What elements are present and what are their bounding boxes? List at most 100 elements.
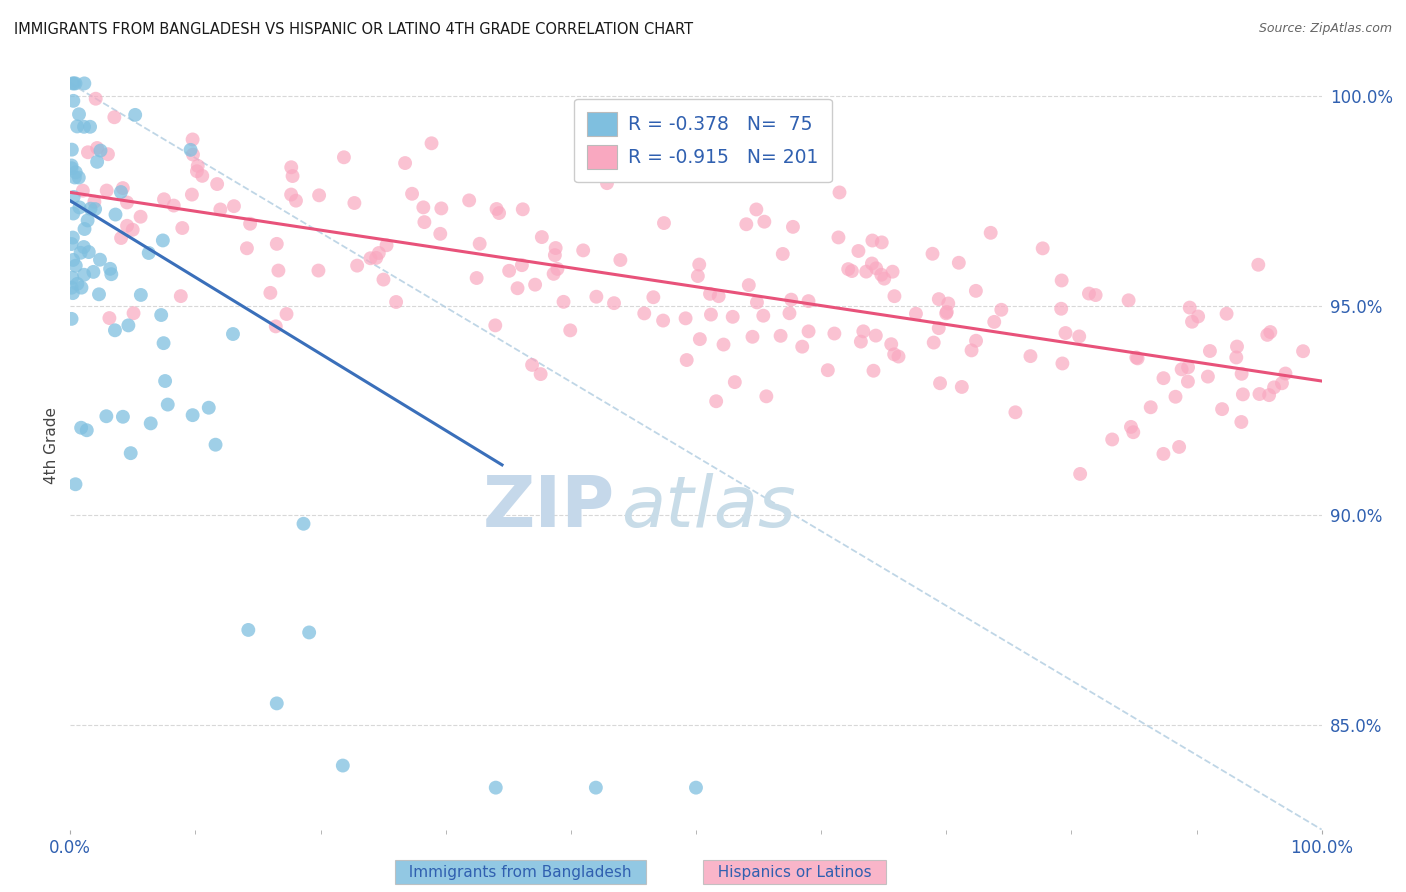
Point	[60, 270, 83, 285]
Point	[111, 181, 134, 195]
Point	[264, 319, 287, 334]
Point	[172, 221, 194, 235]
Text: Immigrants from Bangladesh: Immigrants from Bangladesh	[399, 865, 641, 880]
Point	[485, 202, 508, 216]
Point	[841, 264, 863, 278]
Point	[420, 136, 443, 151]
Point	[138, 246, 160, 260]
Point	[936, 296, 959, 310]
Point	[83, 194, 105, 209]
Point	[332, 758, 354, 772]
Point	[1119, 420, 1142, 434]
Point	[163, 198, 186, 212]
Point	[935, 305, 957, 319]
Point	[73, 120, 96, 134]
Point	[498, 264, 520, 278]
Point	[707, 289, 730, 303]
Point	[121, 223, 143, 237]
Point	[82, 265, 104, 279]
Point	[780, 293, 803, 307]
Point	[643, 290, 665, 304]
Point	[66, 120, 89, 134]
Point	[69, 245, 91, 260]
Point	[97, 147, 120, 161]
Point	[267, 263, 290, 277]
Point	[585, 290, 607, 304]
Point	[1232, 387, 1254, 401]
Point	[63, 170, 86, 185]
Point	[103, 110, 125, 124]
Point	[797, 325, 820, 339]
Point	[205, 177, 228, 191]
Point	[1069, 467, 1091, 481]
Point	[180, 143, 202, 157]
Point	[62, 252, 84, 267]
Point	[1125, 351, 1147, 365]
Point	[77, 245, 100, 260]
Point	[222, 326, 245, 341]
Point	[191, 169, 214, 183]
Text: Source: ZipAtlas.com: Source: ZipAtlas.com	[1258, 22, 1392, 36]
Point	[73, 268, 96, 282]
Point	[488, 206, 510, 220]
Point	[699, 286, 721, 301]
Point	[238, 623, 260, 637]
Point	[904, 307, 927, 321]
Point	[375, 238, 398, 252]
Point	[385, 295, 408, 310]
Point	[950, 380, 973, 394]
Point	[755, 389, 778, 403]
Point	[855, 264, 877, 278]
Point	[965, 334, 987, 348]
Point	[1177, 360, 1199, 375]
Point	[1004, 405, 1026, 419]
Point	[817, 363, 839, 377]
Point	[860, 256, 883, 270]
Point	[60, 237, 83, 252]
Point	[266, 236, 288, 251]
Point	[1187, 310, 1209, 324]
Point	[524, 277, 547, 292]
Point	[152, 234, 174, 248]
Point	[79, 202, 101, 216]
Point	[62, 190, 84, 204]
Text: IMMIGRANTS FROM BANGLADESH VS HISPANIC OR LATINO 4TH GRADE CORRELATION CHART: IMMIGRANTS FROM BANGLADESH VS HISPANIC O…	[14, 22, 693, 37]
Point	[585, 780, 607, 795]
Y-axis label: 4th Grade: 4th Grade	[44, 408, 59, 484]
Point	[96, 184, 118, 198]
Point	[100, 267, 122, 281]
Point	[484, 318, 506, 333]
Point	[77, 145, 100, 160]
Point	[343, 196, 366, 211]
Point	[928, 321, 950, 335]
Point	[308, 188, 330, 202]
Point	[276, 307, 298, 321]
Point	[745, 295, 768, 310]
Point	[852, 324, 875, 338]
Point	[512, 202, 534, 217]
Point	[675, 353, 697, 368]
Point	[983, 315, 1005, 329]
Point	[153, 374, 176, 388]
Point	[827, 230, 849, 244]
Point	[292, 516, 315, 531]
Point	[333, 150, 356, 164]
Point	[152, 336, 174, 351]
Point	[990, 302, 1012, 317]
Point	[873, 271, 896, 285]
Point	[1164, 390, 1187, 404]
Point	[104, 323, 127, 337]
Point	[366, 251, 388, 265]
Point	[1249, 387, 1271, 401]
Point	[849, 334, 872, 349]
Point	[86, 154, 108, 169]
Point	[76, 213, 98, 227]
Point	[465, 271, 488, 285]
Point	[883, 289, 905, 303]
Point	[752, 309, 775, 323]
Point	[373, 272, 395, 286]
Point	[98, 311, 121, 326]
Point	[1168, 440, 1191, 454]
Point	[153, 192, 176, 206]
Point	[115, 195, 138, 210]
